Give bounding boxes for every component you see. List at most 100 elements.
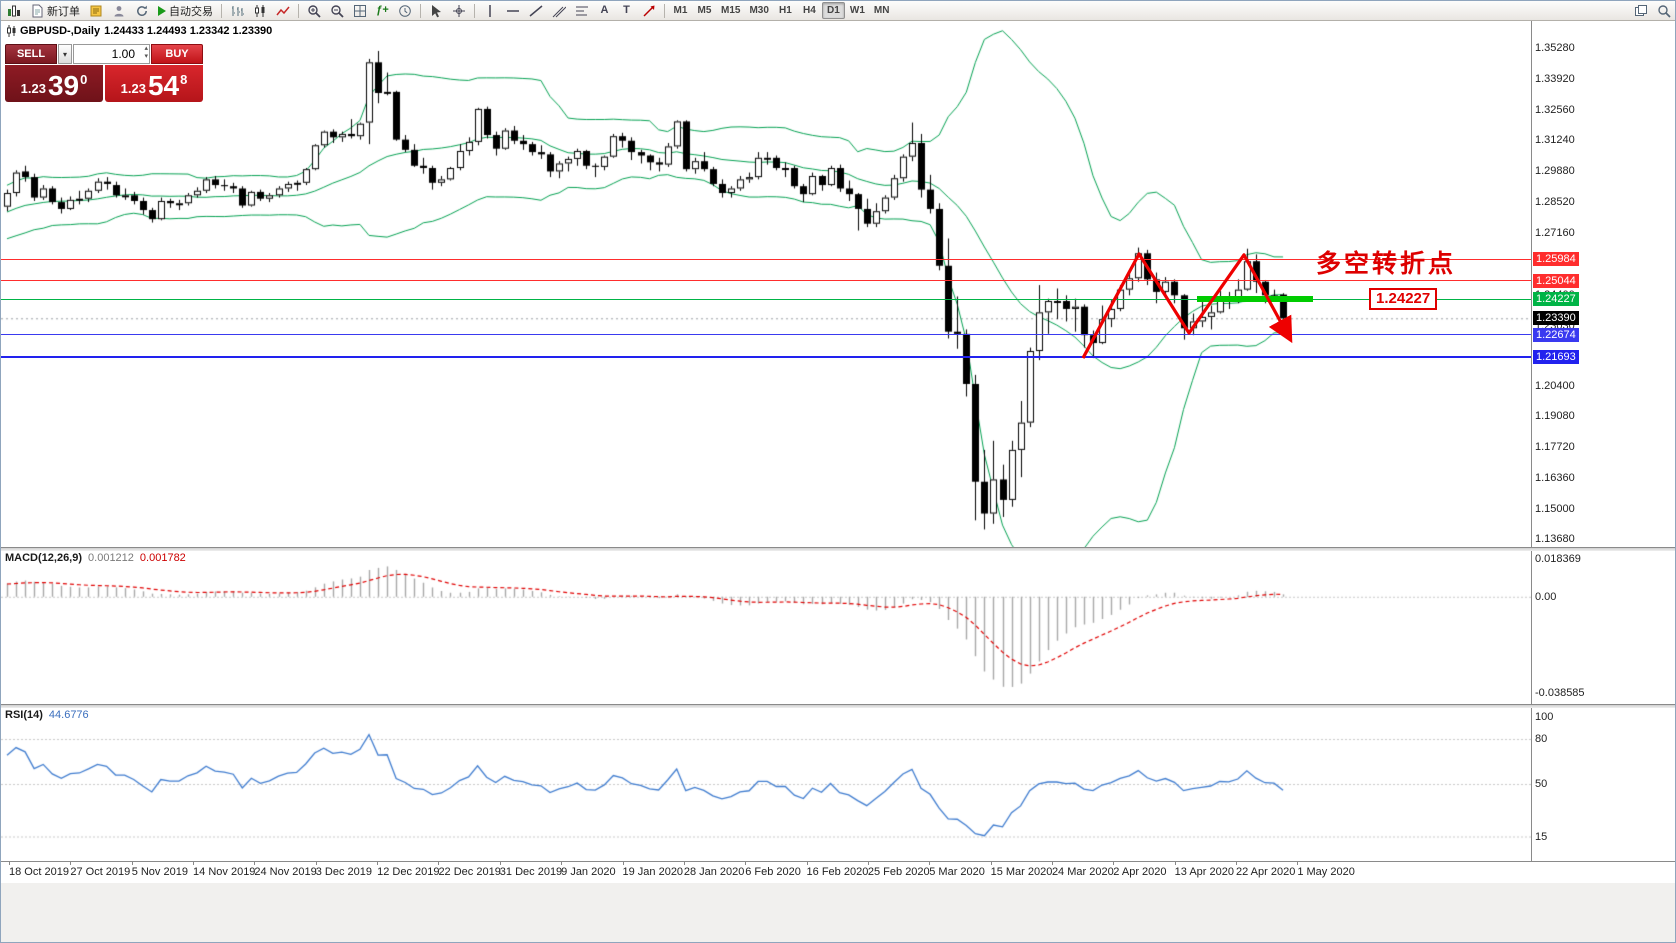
- hline-1.25984[interactable]: [1, 258, 1531, 260]
- timeframe-m1-button[interactable]: M1: [669, 2, 692, 19]
- profiles-button[interactable]: [108, 2, 130, 19]
- channel-button[interactable]: [548, 2, 570, 19]
- price-axis[interactable]: 1.35280 1.33920 1.32560 1.31240 1.29880 1.285…: [1531, 21, 1675, 861]
- hline-1.25044[interactable]: [1, 280, 1531, 282]
- price-tick-1.33920: 1.33920: [1535, 72, 1575, 85]
- cursor-icon: [432, 4, 441, 17]
- price-tick-1.29880: 1.29880: [1535, 164, 1575, 177]
- toolbar-separator: [420, 3, 421, 18]
- clock-icon: [399, 4, 411, 17]
- buy-price-panel[interactable]: 1.23 54 8: [105, 65, 203, 102]
- timeframe-d1-button[interactable]: D1: [821, 2, 845, 19]
- new-order-label: 新订单: [47, 5, 80, 18]
- volume-spinner[interactable]: ▴ ▾: [144, 45, 148, 61]
- spinner-up-icon: ▴: [144, 45, 148, 52]
- buy-button[interactable]: BUY: [151, 44, 203, 64]
- time-axis[interactable]: 18 Oct 2019 27 Oct 2019 5 Nov 2019 14 Nov 2…: [1, 861, 1675, 883]
- macd-signal-value: 0.001782: [139, 552, 186, 564]
- macd-axis-min: -0.038585: [1535, 687, 1585, 699]
- time-tick: [1174, 862, 1176, 865]
- date-label-19-Jan-2020: 19 Jan 2020: [622, 866, 684, 878]
- sell-button[interactable]: SELL: [5, 44, 57, 64]
- macd-chart-canvas[interactable]: [1, 550, 1531, 696]
- zoom-in-button[interactable]: [303, 2, 325, 19]
- date-label-15-Mar-2020: 15 Mar 2020: [990, 866, 1053, 878]
- level-price-label[interactable]: 1.24227: [1369, 288, 1438, 310]
- horizontal-line-button[interactable]: [502, 2, 524, 19]
- objects-clock-button[interactable]: [394, 2, 416, 19]
- timeframe-m30-button[interactable]: M30: [745, 2, 772, 19]
- date-label-25-Feb-2020: 25 Feb 2020: [867, 866, 930, 878]
- one-click-price-row: 1.23 39 0 1.23 54 8: [5, 65, 203, 102]
- rsi-chart-canvas[interactable]: [1, 707, 1531, 861]
- price-badge-1.25984: 1.25984: [1533, 252, 1579, 267]
- time-tick: [1236, 862, 1237, 865]
- search-button[interactable]: [1653, 2, 1675, 19]
- time-tick: [70, 862, 72, 865]
- fibonacci-icon: [576, 6, 588, 15]
- macd-name: MACD(12,26,9): [5, 552, 83, 564]
- order-type-dropdown[interactable]: ▾: [58, 44, 72, 64]
- label-button[interactable]: T: [616, 2, 637, 19]
- sell-price-base: 1.23: [20, 81, 46, 96]
- autotrading-button[interactable]: 自动交易: [154, 2, 217, 19]
- date-label-2-Apr-2020: 2 Apr 2020: [1113, 866, 1167, 878]
- timeframe-m15-button[interactable]: M15: [717, 2, 744, 19]
- trendline-button[interactable]: [525, 2, 547, 19]
- timeframe-h1-button[interactable]: H1: [774, 2, 797, 19]
- fibonacci-button[interactable]: [571, 2, 593, 19]
- timeframe-mn-button[interactable]: MN: [870, 2, 894, 19]
- text-button[interactable]: A: [594, 2, 615, 19]
- hline-1.22674[interactable]: [1, 334, 1531, 336]
- date-label-12-Dec-2019: 12 Dec 2019: [377, 866, 440, 878]
- rsi-axis-80: 80: [1535, 733, 1548, 745]
- rsi-panel-splitter[interactable]: [1, 704, 1675, 708]
- line-chart-button[interactable]: [272, 2, 294, 19]
- toolbar-right-group: [1630, 2, 1675, 19]
- new-chart-icon: [8, 5, 20, 16]
- timeframe-m5-button[interactable]: M5: [693, 2, 716, 19]
- toolbar-separator: [298, 3, 299, 18]
- refresh-button[interactable]: [131, 2, 153, 19]
- arrows-button[interactable]: [638, 2, 660, 19]
- price-tick-1.20400: 1.20400: [1535, 380, 1575, 393]
- price-badge-1.24227: 1.24227: [1533, 292, 1579, 307]
- indicators-button[interactable]: ƒ+: [372, 2, 393, 19]
- hline-1.24227[interactable]: [1, 298, 1531, 300]
- timeframe-w1-button[interactable]: W1: [846, 2, 869, 19]
- zoom-out-button[interactable]: [326, 2, 348, 19]
- new-order-button[interactable]: 新订单: [26, 2, 84, 19]
- price-tick-1.15000: 1.15000: [1535, 502, 1575, 515]
- volume-value: 1.00: [111, 47, 135, 61]
- candlestick-chart-button[interactable]: [249, 2, 271, 19]
- price-tick-1.28520: 1.28520: [1535, 195, 1575, 208]
- price-tick-1.32560: 1.32560: [1535, 103, 1575, 116]
- hline-1.21693[interactable]: [1, 355, 1531, 358]
- timeframe-h4-button[interactable]: H4: [798, 2, 821, 19]
- volume-field[interactable]: 1.00 ▴ ▾: [73, 44, 150, 64]
- price-badge-1.22674: 1.22674: [1533, 327, 1579, 342]
- autotrading-play-icon: [158, 5, 166, 16]
- date-label-16-Feb-2020: 16 Feb 2020: [806, 866, 869, 878]
- metaeditor-button[interactable]: [85, 2, 107, 19]
- time-tick: [929, 862, 931, 865]
- crosshair-button[interactable]: [448, 2, 470, 19]
- sell-price-panel[interactable]: 1.23 39 0: [5, 65, 103, 102]
- buy-price-pips: 54: [147, 70, 180, 101]
- date-label-3-Dec-2019: 3 Dec 2019: [315, 866, 373, 878]
- cascade-windows-button[interactable]: [1630, 2, 1652, 19]
- cursor-button[interactable]: [425, 2, 447, 19]
- price-tick-1.19080: 1.19080: [1535, 410, 1575, 423]
- bar-chart-button[interactable]: [226, 2, 248, 19]
- macd-panel-splitter[interactable]: [1, 547, 1675, 551]
- time-tick: [622, 862, 624, 865]
- turning-point-annotation[interactable]: 多空转折点: [1316, 250, 1457, 278]
- vertical-line-button[interactable]: [479, 2, 501, 19]
- time-tick: [377, 862, 379, 865]
- new-chart-button[interactable]: [3, 2, 25, 19]
- price-chart-canvas[interactable]: [1, 21, 1531, 548]
- support-segment-line[interactable]: [1197, 296, 1313, 303]
- tile-windows-button[interactable]: [349, 2, 371, 19]
- time-tick: [315, 862, 317, 865]
